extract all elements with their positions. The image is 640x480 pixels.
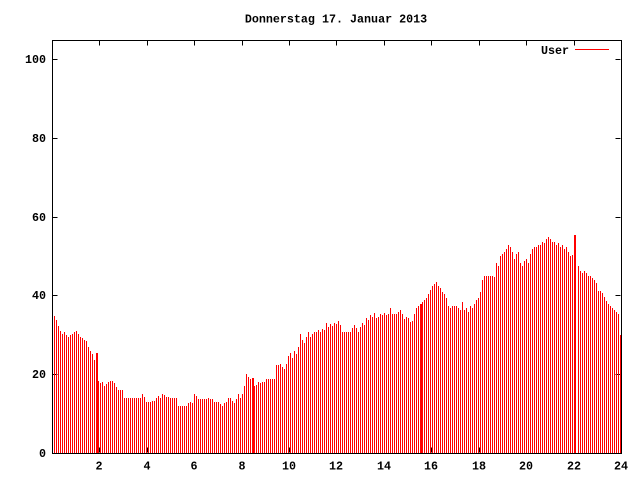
svg-text:Donnerstag 17. Januar 2013: Donnerstag 17. Januar 2013	[245, 12, 427, 26]
svg-text:User: User	[541, 44, 569, 58]
svg-text:0: 0	[39, 447, 46, 461]
svg-text:10: 10	[282, 459, 296, 473]
svg-text:12: 12	[329, 459, 343, 473]
svg-text:6: 6	[190, 459, 197, 473]
svg-text:2: 2	[95, 459, 102, 473]
svg-text:80: 80	[32, 132, 46, 146]
svg-text:8: 8	[238, 459, 245, 473]
svg-text:22: 22	[567, 459, 581, 473]
svg-text:4: 4	[143, 459, 150, 473]
svg-text:40: 40	[32, 289, 46, 303]
svg-text:24: 24	[614, 459, 628, 473]
svg-text:100: 100	[25, 53, 46, 67]
svg-text:20: 20	[519, 459, 533, 473]
svg-text:14: 14	[377, 459, 391, 473]
svg-text:60: 60	[32, 211, 46, 225]
svg-text:18: 18	[472, 459, 486, 473]
svg-text:20: 20	[32, 368, 46, 382]
svg-text:16: 16	[424, 459, 438, 473]
